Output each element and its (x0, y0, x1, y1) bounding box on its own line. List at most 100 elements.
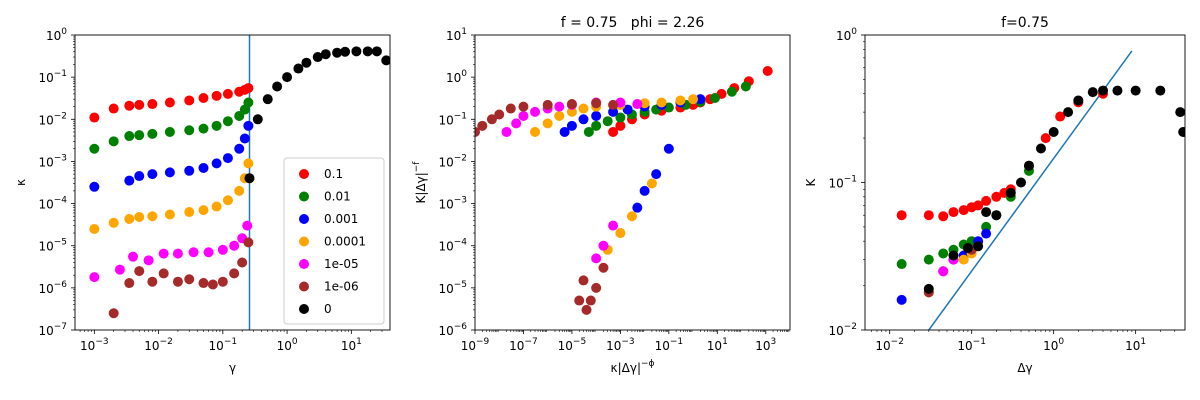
data-point (217, 276, 228, 287)
legend-marker (299, 191, 309, 202)
y-tick-label: 10−2 (438, 153, 467, 169)
y-tick-label-exponent: −1 (454, 111, 467, 121)
data-point (591, 282, 602, 293)
data-point (991, 191, 1002, 202)
data-point (958, 254, 969, 265)
legend-marker (299, 236, 309, 247)
y-tick-label-exponent: −2 (844, 322, 857, 332)
y-tick-label-base: 10 (438, 155, 453, 169)
x-tick-label: 10−5 (558, 337, 587, 353)
data-point (340, 46, 351, 57)
data-point (962, 242, 973, 253)
data-point (938, 266, 949, 277)
data-point (938, 211, 949, 222)
legend-marker (299, 259, 309, 269)
y-axis-label: K (804, 177, 818, 186)
legend-marker (299, 214, 309, 224)
x-tick-label-base: 10 (957, 339, 972, 353)
x-tick-label: 100 (277, 337, 298, 353)
plot-area (89, 35, 390, 330)
data-point (1073, 95, 1084, 106)
data-point (351, 46, 362, 57)
y-tick-label-base: 10 (828, 324, 843, 338)
y-tick-label-base: 10 (38, 198, 53, 212)
data-point (1048, 126, 1059, 137)
data-point (632, 99, 643, 110)
data-point (243, 83, 254, 94)
x-tick-label: 10−3 (80, 337, 109, 353)
data-point (530, 126, 541, 137)
y-tick-label-exponent: −5 (54, 238, 67, 248)
data-point (147, 211, 158, 222)
x-tick-label-exponent: −1 (973, 337, 986, 347)
data-point (1040, 133, 1051, 144)
data-point (505, 103, 516, 114)
data-point (973, 241, 984, 252)
x-tick-label: 100 (1043, 337, 1064, 353)
y-tick-label-base: 10 (38, 282, 53, 296)
y-tick-label-exponent: −1 (844, 175, 857, 185)
y-tick-label: 10−1 (438, 111, 467, 127)
data-point (124, 278, 135, 289)
data-point (559, 126, 570, 137)
y-tick-label-exponent: −2 (454, 153, 467, 163)
data-point (608, 220, 619, 231)
data-point (134, 171, 145, 182)
x-tick-label: 10−3 (606, 337, 635, 353)
data-point (282, 72, 293, 83)
data-point (1035, 143, 1046, 154)
data-point (639, 185, 650, 196)
data-point (486, 114, 497, 125)
data-point (158, 248, 169, 259)
y-tick-label-base: 10 (438, 324, 453, 338)
data-point (164, 209, 175, 220)
data-point (494, 109, 505, 120)
legend-marker (299, 304, 309, 314)
data-point (158, 268, 169, 279)
x-axis-label-exponent: −ϕ (641, 359, 655, 369)
data-point (108, 103, 119, 114)
data-point (381, 55, 390, 66)
data-point (184, 207, 195, 218)
data-point (147, 169, 158, 180)
x-tick-label-exponent: −9 (476, 337, 490, 347)
data-point (948, 250, 959, 261)
data-point (89, 181, 100, 192)
legend-label: 1e-06 (324, 280, 359, 294)
data-point (147, 128, 158, 139)
data-point (740, 81, 751, 92)
data-point (1087, 87, 1098, 98)
data-point (243, 97, 254, 108)
series-0 (923, 85, 1185, 294)
x-tick-label-base: 10 (1125, 339, 1140, 353)
data-point (896, 210, 907, 221)
data-point (172, 276, 183, 287)
y-tick-label: 10−2 (38, 111, 67, 127)
legend-label: 0.0001 (324, 235, 366, 249)
x-axis-label: Δγ (1017, 361, 1032, 375)
data-point (143, 255, 154, 266)
x-tick-label-base: 10 (606, 339, 621, 353)
data-point (272, 81, 283, 92)
data-point (362, 46, 373, 57)
y-tick-label-exponent: −1 (54, 69, 67, 79)
x-tick-label-exponent: −1 (224, 337, 237, 347)
legend-label: 1e-05 (324, 257, 359, 271)
data-point (198, 162, 209, 173)
data-point (222, 88, 233, 99)
legend-box (283, 157, 385, 325)
y-tick-label: 10−3 (38, 153, 67, 169)
legend-label: 0.01 (324, 190, 351, 204)
x-tick-label: 10−1 (957, 337, 986, 353)
x-tick-label-exponent: 1 (722, 337, 728, 347)
panel-2: 10−9 10−7 10−5 10−3 10−1 101 10310−610−510−410… (412, 15, 791, 375)
data-point (108, 308, 119, 319)
data-point (591, 110, 602, 121)
data-point (320, 49, 331, 60)
data-point (147, 99, 158, 110)
y-tick-label: 10−7 (38, 322, 67, 338)
data-point (184, 165, 195, 176)
data-point (164, 126, 175, 137)
data-point (938, 248, 949, 259)
